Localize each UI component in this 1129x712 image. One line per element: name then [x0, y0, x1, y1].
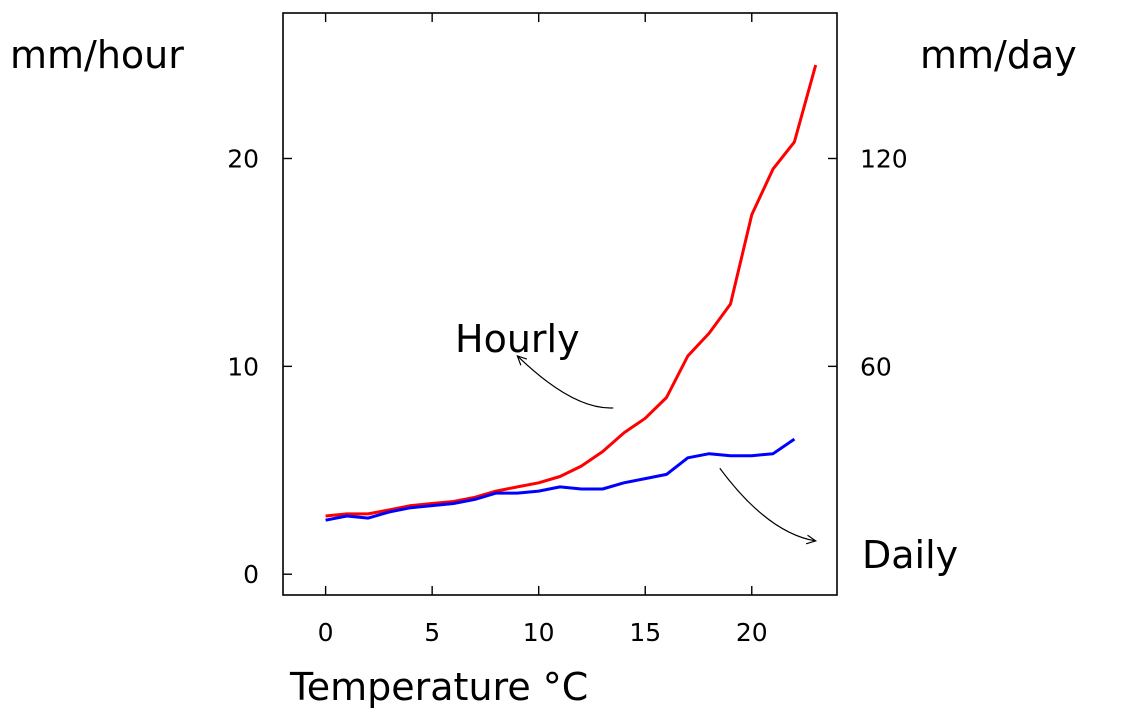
- tick-labels: 0 5 10 15 20 0 10 20 60 120: [227, 145, 908, 648]
- annotation-arrowhead-hourly: [516, 355, 528, 366]
- x-tick-label: 15: [629, 618, 661, 647]
- x-tick-label: 10: [523, 618, 555, 647]
- plot-frame: [282, 12, 838, 596]
- series-line-daily: [325, 437, 796, 522]
- y-tick-label-left: 20: [227, 145, 259, 174]
- annotation-arrows: [516, 355, 818, 545]
- y-tick-label-right: 120: [860, 145, 908, 174]
- x-axis-label: Temperature °C: [289, 665, 588, 709]
- annotation-arrow-daily: [719, 467, 816, 542]
- y-axis-label-left: mm/hour: [10, 33, 184, 77]
- annotation-daily: Daily: [862, 533, 958, 577]
- y-tick-label-left: 10: [227, 352, 259, 381]
- tick-marks: [283, 13, 837, 595]
- x-tick-label: 20: [736, 618, 768, 647]
- annotation-arrow-hourly: [516, 355, 614, 409]
- series-line-hourly: [325, 64, 818, 518]
- x-tick-label: 5: [424, 618, 440, 647]
- y-tick-label-right: 60: [860, 352, 892, 381]
- y-axis-label-right: mm/day: [920, 33, 1077, 77]
- annotation-hourly: Hourly: [455, 317, 580, 361]
- annotation-arrowhead-daily: [805, 534, 818, 545]
- x-tick-label: 0: [318, 618, 334, 647]
- y-tick-label-left: 0: [243, 560, 259, 589]
- series-layer: [325, 64, 818, 522]
